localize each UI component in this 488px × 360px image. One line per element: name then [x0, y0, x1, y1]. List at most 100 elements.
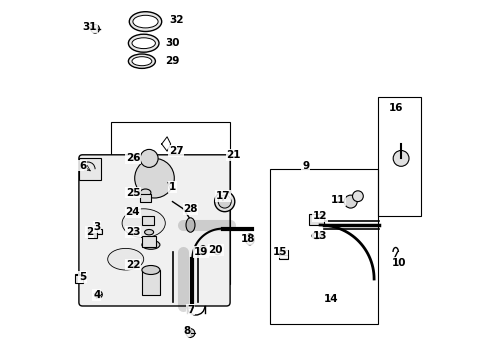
Text: 31: 31: [83, 22, 96, 32]
Text: 7: 7: [187, 305, 193, 315]
Text: 26: 26: [126, 153, 139, 163]
Text: 5: 5: [79, 272, 86, 282]
Text: 8: 8: [183, 326, 189, 336]
Text: 7: 7: [186, 305, 194, 315]
Text: 13: 13: [312, 231, 326, 241]
Text: 28: 28: [184, 204, 196, 214]
Text: 15: 15: [273, 247, 287, 257]
Circle shape: [140, 149, 158, 167]
Text: 10: 10: [392, 258, 405, 268]
Circle shape: [186, 329, 194, 337]
Text: 24: 24: [126, 207, 139, 217]
Ellipse shape: [122, 209, 165, 238]
Text: 11: 11: [331, 195, 344, 205]
Circle shape: [214, 192, 234, 212]
Ellipse shape: [199, 246, 206, 255]
Text: 30: 30: [166, 38, 178, 48]
Text: 23: 23: [125, 227, 140, 237]
Text: 11: 11: [330, 195, 345, 205]
Text: 21: 21: [227, 150, 240, 160]
Text: 12: 12: [313, 211, 325, 221]
Text: 16: 16: [387, 103, 402, 113]
Text: 16: 16: [389, 103, 401, 113]
Bar: [88, 229, 97, 238]
Text: 17: 17: [216, 191, 228, 201]
Circle shape: [344, 195, 356, 208]
Circle shape: [95, 291, 102, 298]
Text: 13: 13: [313, 231, 325, 241]
Ellipse shape: [140, 189, 151, 196]
Circle shape: [352, 191, 363, 202]
Text: 22: 22: [126, 260, 139, 270]
Text: 8: 8: [183, 326, 190, 336]
Ellipse shape: [128, 54, 155, 68]
Circle shape: [218, 195, 231, 208]
Text: 24: 24: [125, 207, 140, 217]
Text: 28: 28: [183, 204, 197, 214]
Bar: [111, 122, 230, 284]
Text: 5: 5: [79, 272, 85, 282]
Ellipse shape: [185, 218, 195, 232]
Text: 29: 29: [165, 56, 179, 66]
Text: 4: 4: [94, 290, 100, 300]
Text: 2: 2: [86, 227, 93, 237]
Bar: [75, 274, 82, 283]
Text: 9: 9: [302, 161, 308, 171]
Text: 25: 25: [125, 188, 140, 198]
Text: 31: 31: [82, 22, 97, 32]
Text: 27: 27: [169, 146, 182, 156]
Text: 30: 30: [165, 38, 180, 48]
Text: 18: 18: [241, 234, 255, 244]
Bar: [269, 169, 377, 324]
Text: 32: 32: [169, 15, 182, 25]
Polygon shape: [79, 158, 101, 180]
Ellipse shape: [142, 266, 160, 275]
Text: 3: 3: [94, 222, 100, 232]
Ellipse shape: [133, 15, 158, 28]
Ellipse shape: [107, 248, 143, 270]
Ellipse shape: [213, 246, 221, 255]
Ellipse shape: [311, 233, 320, 239]
Text: 10: 10: [391, 258, 406, 268]
Text: 9: 9: [302, 161, 308, 171]
Text: 12: 12: [312, 211, 326, 221]
Text: 27: 27: [168, 146, 183, 156]
Text: 23: 23: [126, 227, 139, 237]
Text: 14: 14: [324, 294, 336, 304]
Text: 15: 15: [274, 247, 286, 257]
Bar: [140, 194, 151, 202]
Bar: [97, 229, 102, 234]
Ellipse shape: [132, 57, 151, 66]
Ellipse shape: [142, 240, 160, 249]
Text: 19: 19: [195, 247, 207, 257]
Bar: [142, 216, 154, 225]
Ellipse shape: [245, 234, 254, 245]
Text: 3: 3: [93, 222, 101, 232]
Text: 1: 1: [168, 182, 176, 192]
Text: 20: 20: [209, 245, 222, 255]
Text: 26: 26: [125, 153, 140, 163]
Bar: [377, 97, 420, 216]
Circle shape: [313, 233, 319, 239]
Text: 21: 21: [226, 150, 241, 160]
FancyBboxPatch shape: [79, 155, 230, 306]
Circle shape: [134, 158, 174, 198]
Text: 29: 29: [166, 56, 178, 66]
Text: 25: 25: [126, 188, 139, 198]
Bar: [142, 270, 160, 295]
Text: 2: 2: [86, 227, 93, 237]
Text: 22: 22: [125, 260, 140, 270]
Circle shape: [91, 24, 99, 33]
Ellipse shape: [132, 38, 155, 49]
Text: 17: 17: [215, 191, 230, 201]
Ellipse shape: [144, 230, 153, 235]
Text: 6: 6: [79, 161, 85, 171]
Bar: [278, 250, 287, 259]
Text: 1: 1: [169, 182, 175, 192]
Bar: [142, 236, 156, 247]
Text: 4: 4: [93, 290, 101, 300]
Text: 32: 32: [168, 15, 183, 25]
Ellipse shape: [128, 34, 159, 52]
Text: 19: 19: [194, 247, 208, 257]
Ellipse shape: [129, 12, 162, 32]
